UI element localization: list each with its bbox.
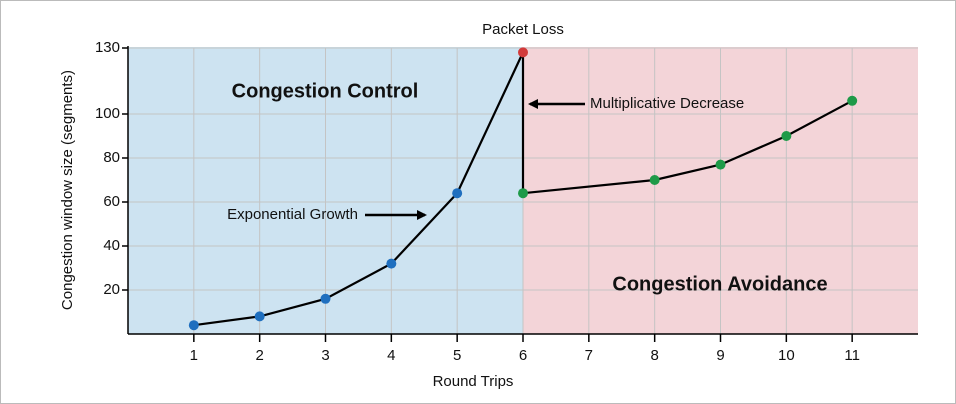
x-tick-label: 7 (585, 347, 593, 364)
y-tick-label: 100 (95, 105, 120, 122)
x-tick-label: 1 (190, 347, 198, 364)
annotation: Exponential Growth (227, 206, 358, 223)
region-label: Congestion Control (232, 80, 419, 102)
point (320, 293, 331, 304)
y-tick-label: 130 (95, 39, 120, 56)
x-tick-label: 8 (650, 347, 658, 364)
x-tick-label: 9 (716, 347, 724, 364)
point (254, 311, 265, 322)
x-tick-label: 11 (844, 347, 860, 364)
x-tick-label: 4 (387, 347, 395, 364)
point (847, 95, 858, 106)
x-tick-label: 5 (453, 347, 461, 364)
point (386, 258, 397, 269)
point (518, 188, 528, 199)
x-tick-label: 2 (255, 347, 263, 364)
y-tick-label: 40 (103, 237, 120, 254)
point (452, 188, 463, 199)
point (518, 47, 528, 58)
annotation: Multiplicative Decrease (590, 95, 744, 112)
y-tick-label: 60 (103, 193, 120, 210)
x-tick-label: 3 (321, 347, 329, 364)
y-tick-label: 20 (103, 281, 120, 298)
x-axis-label: Round Trips (433, 373, 514, 390)
point (649, 175, 660, 185)
region-label: Congestion Avoidance (612, 273, 827, 295)
point (188, 320, 199, 331)
y-axis-label: Congestion window size (segments) (59, 70, 76, 310)
y-tick-label: 80 (103, 149, 120, 166)
annotation: Packet Loss (482, 21, 564, 38)
x-tick-label: 10 (778, 347, 795, 364)
point (715, 159, 726, 170)
point (781, 131, 792, 141)
x-tick-label: 6 (519, 347, 527, 364)
